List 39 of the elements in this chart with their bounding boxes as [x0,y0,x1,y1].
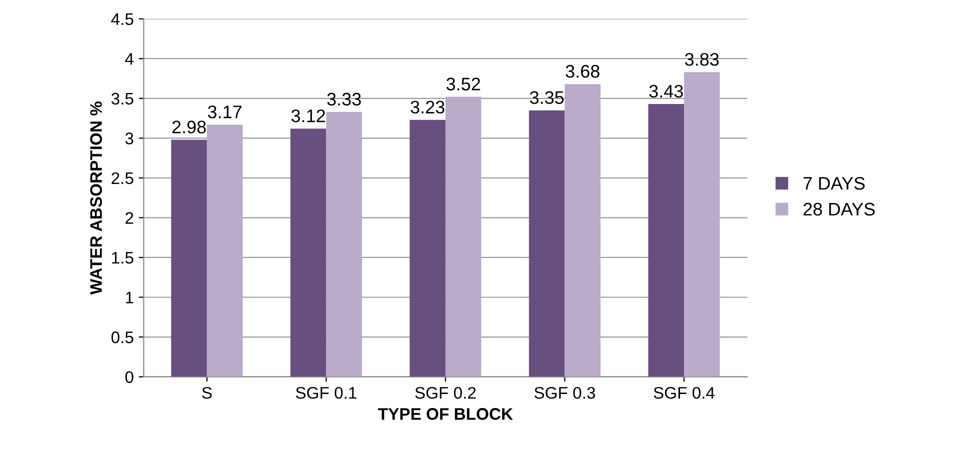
data-label: 3.68 [566,64,600,78]
y-tick-label: 2.5 [112,172,134,184]
bar [171,140,207,377]
data-label: 3.33 [327,92,361,106]
data-label: 3.23 [410,100,444,114]
data-label: 3.43 [649,84,683,98]
x-tick-label: SGF 0.2 [415,386,476,399]
legend-label: 28 DAYS [804,202,875,216]
bar [206,124,243,377]
bar [684,72,720,377]
legend-label: 7 DAYS [804,176,865,190]
y-tick-label: 0 [125,371,134,384]
x-tick-label: SGF 0.4 [654,386,715,399]
y-tick-label: 4.5 [111,13,134,26]
bar [564,84,601,377]
y-tick-label: 4 [125,53,134,65]
x-tick-label: SGF 0.3 [534,386,596,399]
x-tick-label: SGF 0.1 [296,386,356,399]
bar [326,112,362,377]
y-tick-label: 0.5 [111,331,134,344]
bar [648,104,684,377]
bar [290,128,326,377]
y-tick-label: 1 [126,292,134,304]
data-label: 3.17 [208,106,242,118]
y-tick-label: 1.5 [112,252,134,264]
x-tick-label: S [202,386,212,399]
y-tick-label: 3 [125,132,134,144]
data-label: 2.98 [172,120,206,134]
x-axis-title: TYPE OF BLOCK [378,408,513,420]
bar [528,110,565,377]
data-label: 3.35 [530,91,564,104]
data-label: 3.12 [291,109,325,122]
y-tick-label: 3.5 [111,92,134,105]
bar [445,96,482,377]
y-axis-title: WATER ABSORPTION % [90,101,102,295]
y-tick-label: 2 [126,212,134,224]
data-label: 3.52 [446,78,480,90]
data-label: 3.83 [685,53,719,66]
bar [410,120,446,377]
